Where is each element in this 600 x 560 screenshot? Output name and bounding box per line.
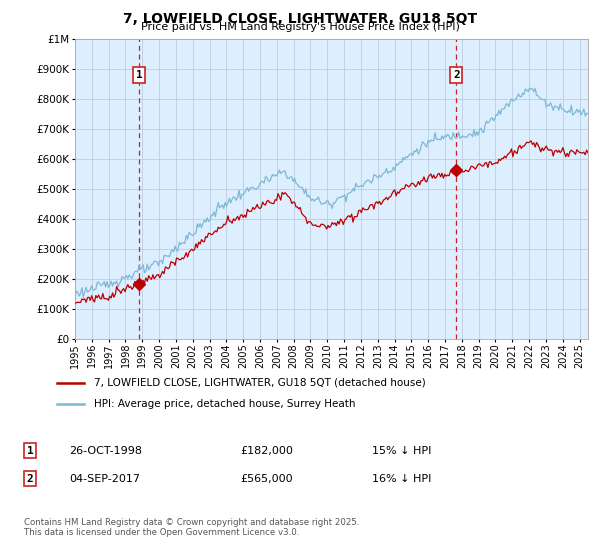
Text: 2: 2 <box>26 474 34 484</box>
Text: 15% ↓ HPI: 15% ↓ HPI <box>372 446 431 456</box>
Text: £182,000: £182,000 <box>240 446 293 456</box>
Text: 04-SEP-2017: 04-SEP-2017 <box>69 474 140 484</box>
Text: HPI: Average price, detached house, Surrey Heath: HPI: Average price, detached house, Surr… <box>94 399 355 409</box>
Text: 26-OCT-1998: 26-OCT-1998 <box>69 446 142 456</box>
Text: 16% ↓ HPI: 16% ↓ HPI <box>372 474 431 484</box>
Text: £565,000: £565,000 <box>240 474 293 484</box>
Text: 1: 1 <box>26 446 34 456</box>
Text: Contains HM Land Registry data © Crown copyright and database right 2025.
This d: Contains HM Land Registry data © Crown c… <box>24 518 359 538</box>
Text: 1: 1 <box>136 70 143 80</box>
Text: Price paid vs. HM Land Registry's House Price Index (HPI): Price paid vs. HM Land Registry's House … <box>140 22 460 32</box>
Text: 2: 2 <box>453 70 460 80</box>
Text: 7, LOWFIELD CLOSE, LIGHTWATER, GU18 5QT: 7, LOWFIELD CLOSE, LIGHTWATER, GU18 5QT <box>123 12 477 26</box>
Text: 7, LOWFIELD CLOSE, LIGHTWATER, GU18 5QT (detached house): 7, LOWFIELD CLOSE, LIGHTWATER, GU18 5QT … <box>94 378 425 388</box>
